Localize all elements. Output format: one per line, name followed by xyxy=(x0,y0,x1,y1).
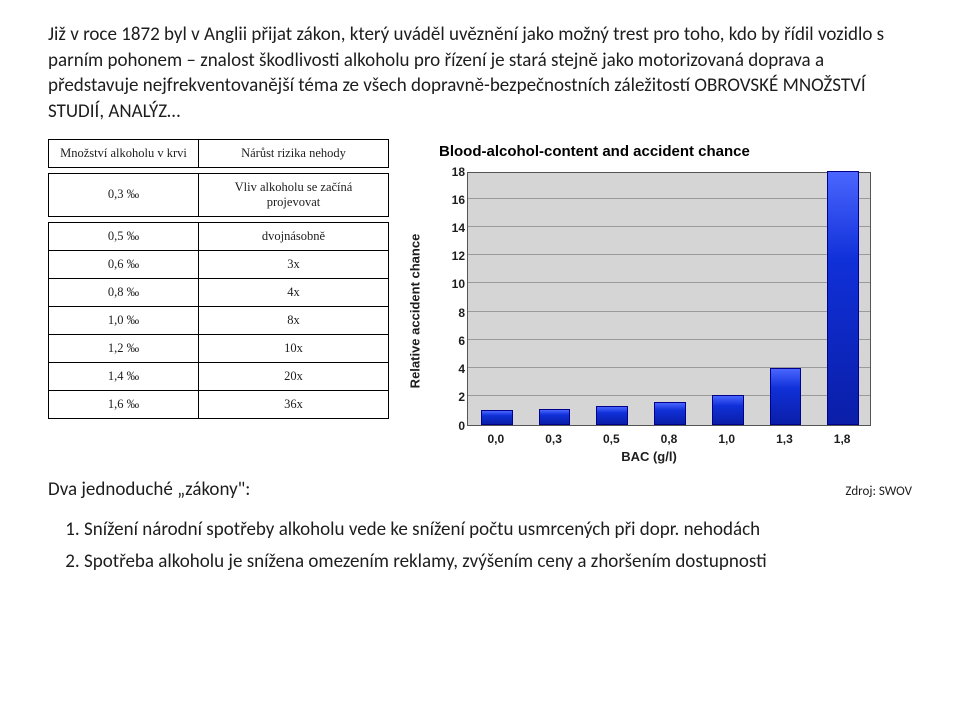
table-row: 0,8 ‰4x xyxy=(49,278,389,306)
chart-xtick: 0,5 xyxy=(603,432,620,446)
chart-xtick: 0,3 xyxy=(545,432,562,446)
laws-label: Dva jednoduché „zákony": xyxy=(48,476,250,505)
table-header-risk: Nárůst rizika nehody xyxy=(199,139,389,167)
intro-paragraph: Již v roce 1872 byl v Anglii přijat záko… xyxy=(48,22,912,125)
chart-ylabel: Relative accident chance xyxy=(408,233,423,388)
laws-section: Dva jednoduché „zákony": Zdroj: SWOV Sní… xyxy=(48,476,912,579)
chart-source: Zdroj: SWOV xyxy=(845,482,912,502)
chart-bar xyxy=(596,406,628,424)
chart-ytick: 0 xyxy=(447,419,465,433)
table-row: 1,0 ‰8x xyxy=(49,306,389,334)
chart-ytick: 18 xyxy=(447,165,465,179)
table-header-bac: Množství alkoholu v krvi xyxy=(49,139,199,167)
chart-xtick: 0,8 xyxy=(661,432,678,446)
table-row: 1,2 ‰10x xyxy=(49,334,389,362)
table-row: 1,6 ‰36x xyxy=(49,390,389,418)
chart-xtick: 0,0 xyxy=(488,432,505,446)
chart-ytick: 12 xyxy=(447,249,465,263)
chart-ytick: 14 xyxy=(447,221,465,235)
chart-bar xyxy=(770,368,802,424)
table-row: 0,6 ‰3x xyxy=(49,250,389,278)
chart-ytick: 6 xyxy=(447,334,465,348)
chart-ytick: 2 xyxy=(447,390,465,404)
chart-ytick: 10 xyxy=(447,277,465,291)
chart-container: Blood-alcohol-content and accident chanc… xyxy=(419,139,912,456)
bac-risk-table: Množství alkoholu v krvi Nárůst rizika n… xyxy=(48,139,389,419)
content-row: Množství alkoholu v krvi Nárůst rizika n… xyxy=(48,139,912,456)
law-item-2: Spotřeba alkoholu je snížena omezením re… xyxy=(84,546,912,578)
chart-ytick: 8 xyxy=(447,306,465,320)
chart-ytick: 16 xyxy=(447,193,465,207)
chart-xtick: 1,0 xyxy=(718,432,735,446)
chart-title: Blood-alcohol-content and accident chanc… xyxy=(439,143,912,160)
table-row: 1,4 ‰20x xyxy=(49,362,389,390)
chart-bar xyxy=(827,171,859,425)
chart-plot-area xyxy=(467,172,871,426)
chart-xtick: 1,3 xyxy=(776,432,793,446)
chart-bar xyxy=(539,409,571,425)
chart-bar xyxy=(481,410,513,424)
chart-ytick: 4 xyxy=(447,362,465,376)
chart-bar xyxy=(712,395,744,425)
table-row: 0,3 ‰Vliv alkoholu se začíná projevovat xyxy=(49,173,389,216)
chart-xlabel: BAC (g/l) xyxy=(419,449,879,464)
chart-bar xyxy=(654,402,686,425)
chart-xtick: 1,8 xyxy=(834,432,851,446)
table-row: 0,5 ‰dvojnásobně xyxy=(49,222,389,250)
law-item-1: Snížení národní spotřeby alkoholu vede k… xyxy=(84,514,912,546)
